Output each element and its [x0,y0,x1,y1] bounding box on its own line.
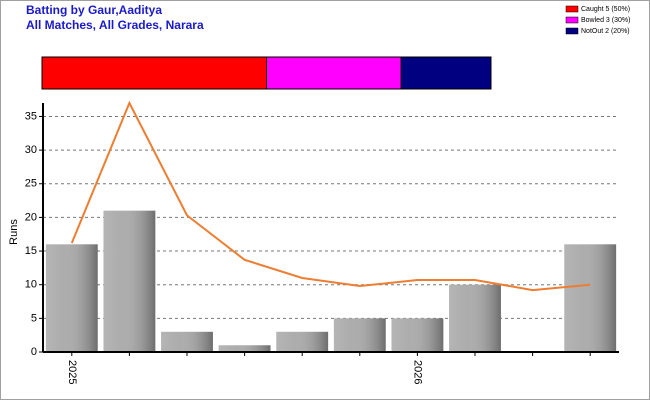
bar-shade [276,331,329,352]
y-tick-label: 20 [25,211,37,223]
chart-title: Batting by Gaur,Aaditya [26,3,162,17]
y-tick-label: 35 [25,110,37,122]
dismissal-segment [266,56,402,90]
legend-label: Bowled 3 (30%) [581,17,630,24]
legend-swatch [565,5,579,13]
x-tick-label: 2025 [66,360,78,384]
legend-label: NotOut 2 (20%) [581,28,630,35]
bar-shade [218,345,271,352]
y-tick-label: 30 [25,144,37,156]
dismissal-segment [41,56,267,90]
bar-shade [333,318,386,352]
y-tick-label: 0 [31,346,37,358]
y-tick-label: 25 [25,178,37,190]
y-tick-label: 10 [25,279,37,291]
line [70,100,591,292]
bar-shade [564,244,617,352]
y-tick-label: 15 [25,245,37,257]
x-tick-label: 2026 [411,360,423,384]
bar-shade [161,331,213,352]
bar-shade [45,244,98,352]
y-axis-label: Runs [8,219,20,245]
bar-shade [103,210,156,352]
dismissal-segment [400,56,492,90]
legend-swatch [565,27,579,35]
legend-label: Caught 5 (50%) [581,6,630,13]
bar-shade [391,318,444,352]
y-tick-label: 5 [31,312,37,324]
legend-swatch [565,16,579,24]
chart-subtitle: All Matches, All Grades, Narara [26,18,204,32]
bar-shade [449,284,501,352]
